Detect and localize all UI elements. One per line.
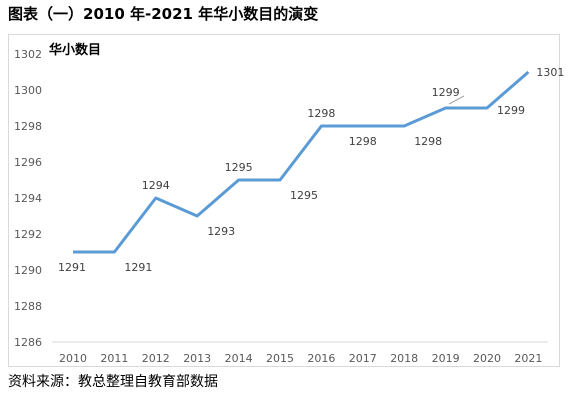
data-label: 1291 — [58, 261, 86, 274]
x-tick-label: 2012 — [142, 352, 170, 365]
source-note: 资料来源：教总整理自教育部数据 — [8, 374, 218, 390]
x-tick-label: 2016 — [307, 352, 335, 365]
y-axis: 1286 1288 1290 1292 1294 1296 1298 1300 1302 — [14, 48, 42, 349]
x-tick-label: 2021 — [514, 352, 542, 365]
data-label: 1299 — [497, 104, 525, 117]
data-label: 1299 — [432, 86, 460, 99]
data-label: 1295 — [225, 161, 253, 174]
series-line — [73, 70, 530, 254]
data-label: 1295 — [290, 189, 318, 202]
y-tick-label: 1298 — [14, 120, 42, 133]
data-label: 1301 — [536, 66, 564, 79]
data-label: 1291 — [124, 261, 152, 274]
x-tick-label: 2010 — [59, 352, 87, 365]
x-tick-label: 2013 — [183, 352, 211, 365]
chart-title: 华小数目 — [49, 42, 101, 58]
x-tick-label: 2011 — [100, 352, 128, 365]
y-tick-label: 1292 — [14, 228, 42, 241]
y-tick-label: 1296 — [14, 156, 42, 169]
x-tick-label: 2020 — [473, 352, 501, 365]
y-tick-label: 1300 — [14, 84, 42, 97]
data-label: 1294 — [142, 179, 170, 192]
data-label: 1293 — [207, 225, 235, 238]
y-tick-label: 1302 — [14, 48, 42, 61]
y-tick-label: 1288 — [14, 300, 42, 313]
caption-years: 2010 年-2021 年 — [83, 5, 214, 23]
caption-suffix: 华小数目的演变 — [213, 5, 319, 23]
x-tick-label: 2015 — [266, 352, 294, 365]
data-label: 1298 — [349, 135, 377, 148]
x-tick-label: 2017 — [349, 352, 377, 365]
x-tick-label: 2014 — [225, 352, 253, 365]
data-label: 1298 — [307, 107, 335, 120]
x-axis: 2010 2011 2012 2013 2014 2015 2016 2017 2018 2019… — [59, 352, 542, 365]
data-label: 1298 — [414, 135, 442, 148]
y-tick-label: 1294 — [14, 192, 42, 205]
y-tick-label: 1286 — [14, 336, 42, 349]
chart-frame — [8, 34, 560, 367]
data-labels: 1291 1291 1294 1293 1295 1295 1298 1298 1298 1299… — [58, 66, 564, 274]
x-tick-label: 2019 — [432, 352, 460, 365]
x-tick-label: 2018 — [390, 352, 418, 365]
figure-caption: 图表（一）2010 年-2021 年华小数目的演变 — [8, 3, 318, 24]
label-leader-line — [448, 95, 465, 105]
y-tick-label: 1290 — [14, 264, 42, 277]
caption-prefix: 图表（一） — [8, 5, 84, 23]
